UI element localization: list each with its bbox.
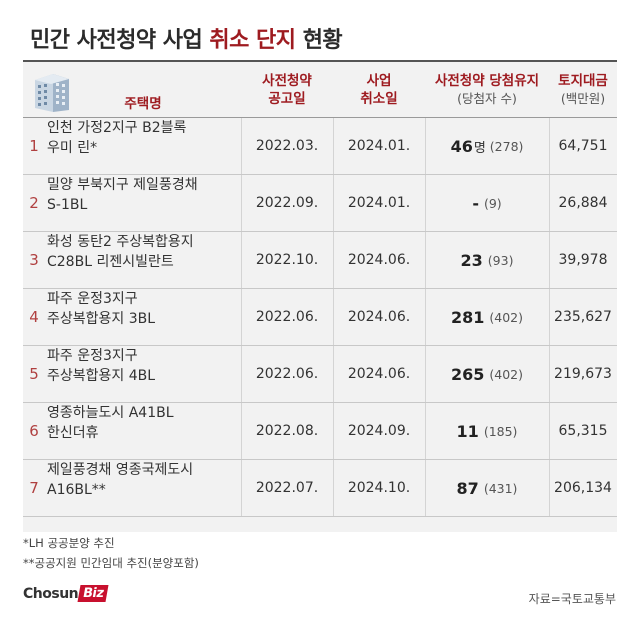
header-cancel-date: 사업 취소일 <box>360 73 398 107</box>
winners-retained: 265 (402) <box>450 364 524 384</box>
winners-retained: 87 (431) <box>456 478 518 498</box>
column-divider <box>425 118 426 517</box>
table-row: 1 인천 가정2지구 B2블록 우미 린* 2022.03. 2024.01. 46 명 (2… <box>23 118 617 175</box>
header-pub-date: 사전청약 공고일 <box>262 73 312 107</box>
column-divider <box>333 118 334 517</box>
row-number: 4 <box>29 308 39 326</box>
column-divider <box>549 118 550 517</box>
land-price: 26,884 <box>558 195 608 211</box>
table-row: 5 파주 운정3지구 주상복합용지 4BL 2022.06. 2024.06. 265 (4… <box>23 346 617 403</box>
announcement-date: 2022.09. <box>255 195 319 211</box>
column-divider <box>241 118 242 517</box>
cancellation-date: 2024.10. <box>347 480 411 496</box>
announcement-date: 2022.06. <box>255 309 319 325</box>
winners-retained: 23 (93) <box>460 250 514 270</box>
announcement-date: 2022.08. <box>255 423 319 439</box>
header-land-price: 토지대금 (백만원) <box>558 73 608 106</box>
complex-name: 화성 동탄2 주상복합용지 C28BL 리젠시빌란트 <box>47 234 194 270</box>
winners-retained: 281 (402) <box>450 307 524 327</box>
row-number: 7 <box>29 479 39 497</box>
winners-retained: 46 명 (278) <box>450 136 524 156</box>
cancellation-date: 2024.01. <box>347 138 411 154</box>
cancellation-date: 2024.06. <box>347 366 411 382</box>
cancellation-date: 2024.09. <box>347 423 411 439</box>
table-row: 4 파주 운정3지구 주상복합용지 3BL 2022.06. 2024.06. 281 (4… <box>23 289 617 346</box>
row-number: 3 <box>29 251 39 269</box>
winners-retained: 11 (185) <box>456 421 518 441</box>
land-price: 206,134 <box>554 480 612 496</box>
row-number: 5 <box>29 365 39 383</box>
complex-name: 밀양 부북지구 제일풍경채 S-1BL <box>47 177 198 213</box>
land-price: 219,673 <box>554 366 612 382</box>
land-price: 39,978 <box>558 252 608 268</box>
announcement-date: 2022.07. <box>255 480 319 496</box>
land-price: 65,315 <box>558 423 608 439</box>
footnote: *LH 공공분양 추진 <box>23 536 115 550</box>
announcement-date: 2022.06. <box>255 366 319 382</box>
complex-name: 파주 운정3지구 주상복합용지 3BL <box>47 291 156 327</box>
row-number: 2 <box>29 194 39 212</box>
announcement-date: 2022.10. <box>255 252 319 268</box>
row-number: 6 <box>29 422 39 440</box>
header-winners: 사전청약 당첨유지 (당첨자 수) <box>434 73 540 106</box>
apartment-building-icon <box>35 74 69 112</box>
announcement-date: 2022.03. <box>255 138 319 154</box>
table-row: 3 화성 동탄2 주상복합용지 C28BL 리젠시빌란트 2022.10. 2024.0… <box>23 232 617 289</box>
title-accent: 취소 단지 <box>209 28 296 53</box>
land-price: 64,751 <box>558 138 608 154</box>
winners-retained: - (9) <box>472 193 502 213</box>
cancellation-date: 2024.06. <box>347 252 411 268</box>
complex-name: 영종하늘도시 A41BL 한신더휴 <box>47 405 174 441</box>
table-background <box>23 60 617 532</box>
cancellation-date: 2024.06. <box>347 309 411 325</box>
page-title: 민간 사전청약 사업 취소 단지 현황 <box>30 28 343 53</box>
table-header: 주택명 사전청약 공고일 사업 취소일 사전청약 당첨유지 (당첨자 수) 토지… <box>23 60 617 118</box>
table-row: 2 밀양 부북지구 제일풍경채 S-1BL 2022.09. 2024.01. - (9) 2… <box>23 175 617 232</box>
header-name: 주택명 <box>124 96 162 112</box>
cancellation-date: 2024.01. <box>347 195 411 211</box>
table-row: 7 제일풍경채 영종국제도시 A16BL** 2022.07. 2024.10. 87 (4… <box>23 460 617 517</box>
complex-name: 제일풍경채 영종국제도시 A16BL** <box>47 462 194 498</box>
table-row: 6 영종하늘도시 A41BL 한신더휴 2022.08. 2024.09. 11 (185)… <box>23 403 617 460</box>
land-price: 235,627 <box>554 309 612 325</box>
footnote: **공공지원 민간임대 추진(분양포함) <box>23 556 199 570</box>
complex-name: 인천 가정2지구 B2블록 우미 린* <box>47 120 187 156</box>
source-credit: 자료=국토교통부 <box>528 592 616 606</box>
row-number: 1 <box>29 137 39 155</box>
footnotes: *LH 공공분양 추진 **공공지원 민간임대 추진(분양포함) <box>23 533 199 573</box>
complex-name: 파주 운정3지구 주상복합용지 4BL <box>47 348 156 384</box>
chosunbiz-logo: Chosun Biz <box>23 585 110 602</box>
